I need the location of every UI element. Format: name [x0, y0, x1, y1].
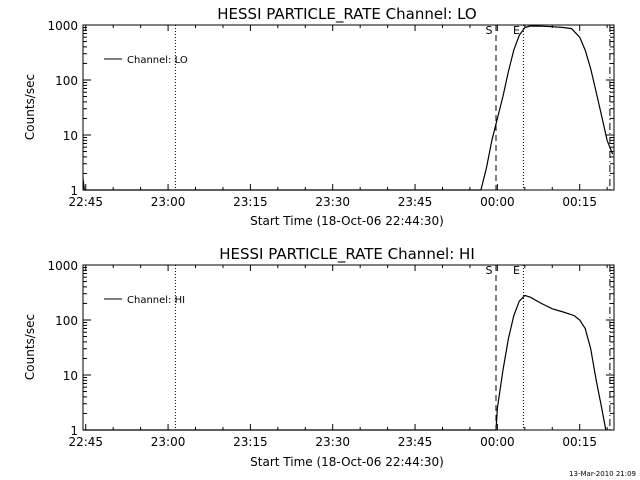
x-tick-label: 23:45	[398, 195, 433, 209]
panel-lo: HESSI PARTICLE_RATE Channel: LO Start Ti…	[23, 5, 615, 228]
y-tick-label: 10	[63, 129, 78, 143]
legend-label: Channel: LO	[127, 55, 188, 66]
panel-lo-xlabel: Start Time (18-Oct-06 22:44:30)	[250, 214, 444, 228]
series-line	[83, 294, 607, 431]
plot-timestamp: 13-Mar-2010 21:09	[569, 470, 636, 478]
x-tick-label: 23:45	[398, 435, 433, 449]
y-tick-label: 100	[55, 314, 78, 328]
panel-lo-ylabel: Counts/sec	[23, 74, 37, 140]
panel-lo-frame	[82, 24, 615, 191]
x-tick-label: 00:15	[562, 435, 597, 449]
x-tick-label: 23:30	[315, 195, 350, 209]
panel-hi-ylabel: Counts/sec	[23, 314, 37, 380]
x-tick-label: 23:00	[151, 435, 186, 449]
x-tick-label: 00:00	[480, 195, 515, 209]
event-marker-label: E	[513, 264, 520, 277]
legend-label: Channel: HI	[127, 295, 185, 306]
y-tick-label: 1000	[47, 259, 78, 273]
x-tick-label: 00:00	[480, 435, 515, 449]
panel-lo-title: HESSI PARTICLE_RATE Channel: LO	[217, 5, 476, 24]
x-tick-label: 23:15	[233, 195, 268, 209]
panel-hi-xlabel: Start Time (18-Oct-06 22:44:30)	[250, 455, 444, 469]
event-marker-label: S	[486, 24, 493, 37]
x-tick-label: 22:45	[68, 435, 103, 449]
panel-hi-frame	[82, 264, 615, 431]
x-tick-label: 22:45	[68, 195, 103, 209]
event-marker-label: S	[486, 264, 493, 277]
y-tick-label: 1	[70, 184, 78, 198]
x-tick-label: 00:15	[562, 195, 597, 209]
x-tick-label: 23:30	[315, 435, 350, 449]
y-tick-label: 1	[70, 424, 78, 438]
y-tick-label: 100	[55, 74, 78, 88]
x-tick-label: 23:00	[151, 195, 186, 209]
x-tick-label: 23:15	[233, 435, 268, 449]
panel-hi: HESSI PARTICLE_RATE Channel: HI Start Ti…	[23, 245, 615, 469]
event-marker-label: E	[513, 24, 520, 37]
y-tick-label: 1000	[47, 19, 78, 33]
y-tick-label: 10	[63, 369, 78, 383]
panel-hi-title: HESSI PARTICLE_RATE Channel: HI	[219, 245, 475, 264]
series-line	[82, 25, 614, 191]
